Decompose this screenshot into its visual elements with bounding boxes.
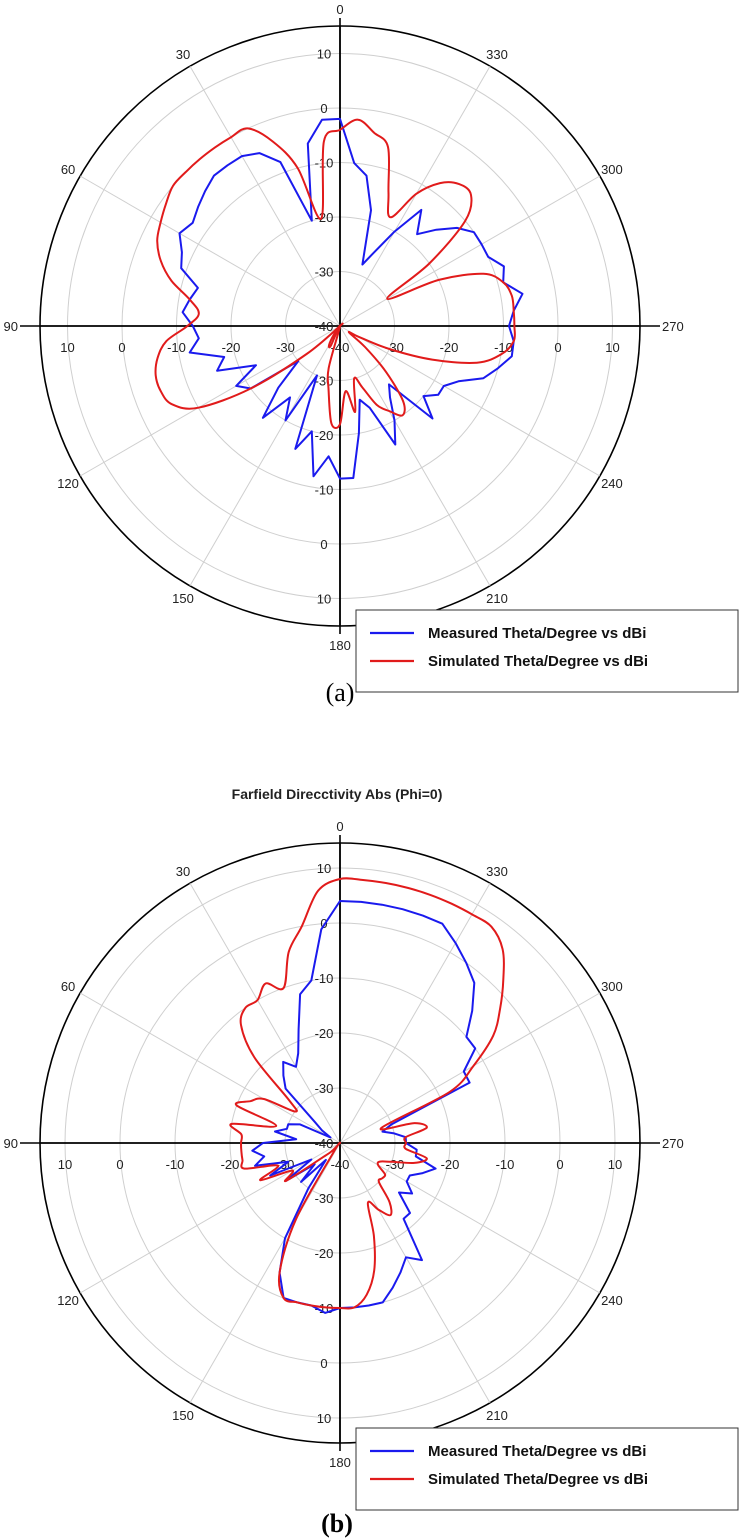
- measured-series-line: [251, 900, 477, 1314]
- radial-tick-label: 0: [320, 537, 327, 552]
- angle-label: 120: [57, 476, 79, 491]
- angle-label: 120: [57, 1293, 79, 1308]
- grid-spoke: [189, 882, 341, 1144]
- grid-spoke: [189, 1142, 341, 1404]
- polar-chart-b: 0 30 60 90 120 150 180 210 240 270 300 330 10 0 -10 -20…: [4, 819, 739, 1511]
- angle-label: 300: [601, 162, 623, 177]
- angle-label: 180: [329, 638, 351, 653]
- radial-tick-label: -40: [315, 1136, 334, 1151]
- radial-tick-label: -10: [494, 340, 513, 355]
- legend-box: [355, 609, 739, 693]
- radial-tick-label: -20: [315, 1246, 334, 1261]
- legend: Measured Theta/Degree vs dBi Simulated Th…: [355, 609, 739, 693]
- radial-tick-label: -10: [496, 1157, 515, 1172]
- radial-tick-label: 0: [320, 1356, 327, 1371]
- grid-spoke: [339, 325, 491, 587]
- chart-title-b: Farfield Direcctivity Abs (Phi=0): [232, 786, 443, 802]
- angle-label: 210: [486, 1408, 508, 1423]
- grid-spoke: [79, 992, 341, 1144]
- angle-label: 60: [61, 979, 75, 994]
- angle-label: 180: [329, 1455, 351, 1470]
- simulated-series-line: [229, 877, 505, 1310]
- radial-tick-label: -10: [315, 971, 334, 986]
- radial-tick-label: -30: [315, 265, 334, 280]
- grid-spoke: [79, 325, 341, 477]
- grid-spoke: [339, 1142, 491, 1404]
- angle-label: 60: [61, 162, 75, 177]
- grid-spoke: [339, 1142, 601, 1294]
- measured-series-line: [178, 117, 524, 480]
- angle-label: 0: [336, 2, 343, 17]
- grid-spoke: [189, 325, 341, 587]
- angle-label: 150: [172, 591, 194, 606]
- radial-tick-label: -40: [331, 1157, 350, 1172]
- grid-spoke: [339, 992, 601, 1144]
- angle-label: 0: [336, 819, 343, 834]
- angle-label: 300: [601, 979, 623, 994]
- radial-tick-label: 10: [60, 340, 74, 355]
- radial-tick-label: -20: [440, 340, 459, 355]
- radial-tick-label: 0: [554, 340, 561, 355]
- radial-tick-label: -30: [276, 340, 295, 355]
- radial-tick-label: -20: [441, 1157, 460, 1172]
- radial-tick-label: -30: [386, 1157, 405, 1172]
- angle-label: 150: [172, 1408, 194, 1423]
- radial-tick-label: -10: [167, 340, 186, 355]
- radial-tick-label: 0: [116, 1157, 123, 1172]
- legend-entry: Measured Theta/Degree vs dBi: [428, 1443, 646, 1460]
- radial-tick-label: 10: [58, 1157, 72, 1172]
- panel-label-b: (b): [321, 1509, 353, 1538]
- radial-tick-label: -40: [315, 319, 334, 334]
- grid-spoke: [339, 175, 601, 327]
- grid-spoke: [339, 325, 601, 477]
- radial-tick-label: -10: [166, 1157, 185, 1172]
- angle-label: 30: [176, 864, 190, 879]
- grid-spoke: [79, 1142, 341, 1294]
- angle-label: 90: [4, 319, 18, 334]
- legend-box: [355, 1427, 739, 1511]
- legend-entry: Simulated Theta/Degree vs dBi: [428, 1471, 648, 1488]
- angle-label: 240: [601, 476, 623, 491]
- radial-tick-label: 10: [317, 592, 331, 607]
- angle-label: 270: [662, 319, 684, 334]
- legend: Measured Theta/Degree vs dBi Simulated Th…: [355, 1427, 739, 1511]
- angle-label: 90: [4, 1136, 18, 1151]
- panel-label-a: (a): [326, 678, 355, 707]
- grid-spoke: [189, 65, 341, 327]
- radial-tick-label: 0: [118, 340, 125, 355]
- radial-tick-label: -20: [315, 210, 334, 225]
- radial-tick-label: -10: [315, 483, 334, 498]
- radial-tick-label: -20: [315, 428, 334, 443]
- legend-entry: Measured Theta/Degree vs dBi: [428, 625, 646, 642]
- simulated-series-line: [154, 118, 516, 430]
- radial-tick-label: -20: [221, 1157, 240, 1172]
- radial-tick-label: -30: [315, 1081, 334, 1096]
- radial-tick-label: 0: [320, 101, 327, 116]
- legend-entry: Simulated Theta/Degree vs dBi: [428, 653, 648, 670]
- angle-label: 270: [662, 1136, 684, 1151]
- radial-tick-label: -20: [222, 340, 241, 355]
- angle-label: 240: [601, 1293, 623, 1308]
- radial-tick-label: -30: [315, 1191, 334, 1206]
- radial-tick-label: -10: [315, 156, 334, 171]
- radial-tick-label: 0: [556, 1157, 563, 1172]
- radial-tick-label: 10: [317, 47, 331, 62]
- radial-tick-label: 10: [317, 861, 331, 876]
- angle-label: 330: [486, 864, 508, 879]
- radial-tick-label: 10: [317, 1411, 331, 1426]
- angle-label: 330: [486, 47, 508, 62]
- polar-chart-a: 0 30 60 90 120 150 180 210 240 270 300 330 10 0 -10 -20…: [4, 2, 739, 693]
- angle-label: 210: [486, 591, 508, 606]
- angle-label: 30: [176, 47, 190, 62]
- radial-tick-label: -20: [315, 1026, 334, 1041]
- radial-tick-label: 10: [605, 340, 619, 355]
- grid-spoke: [339, 882, 491, 1144]
- radial-tick-label: 10: [608, 1157, 622, 1172]
- grid-spoke: [79, 175, 341, 327]
